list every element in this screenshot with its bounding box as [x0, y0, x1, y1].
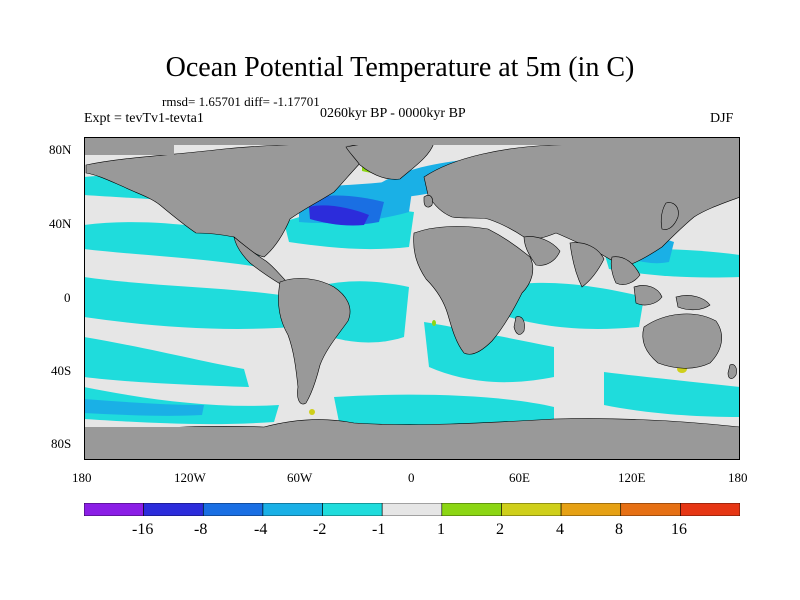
lat-label-40s: 40S	[51, 363, 72, 378]
experiment-label: Expt = tevTv1-tevta1	[84, 111, 204, 126]
colorbar-swatch	[262, 503, 323, 516]
colorbar-label: 8	[615, 521, 623, 538]
polar-blocks	[84, 137, 740, 460]
colorbar-label: -1	[372, 521, 386, 538]
dark-blue-anomaly-areas	[309, 205, 369, 226]
colorbar	[84, 503, 740, 516]
southeast-asia	[610, 256, 641, 285]
colorbar-swatch	[381, 503, 443, 516]
colorbar-swatch	[680, 503, 740, 516]
arabia	[523, 236, 561, 266]
cyan-anomaly-areas	[84, 175, 740, 430]
stats-text: rmsd= 1.65701 diff= -1.17701	[162, 94, 320, 109]
australia	[642, 313, 722, 369]
colorbar-swatch	[84, 503, 144, 516]
north-america	[85, 143, 367, 258]
colorbar-label: 2	[496, 521, 504, 538]
colorbar-label: -2	[313, 521, 327, 538]
british-isles	[423, 195, 433, 208]
japan	[660, 202, 679, 230]
colorbar-swatch	[322, 503, 383, 516]
lon-label-60w: 60W	[287, 470, 313, 485]
lat-label-80s: 80S	[51, 436, 72, 451]
antarctica	[84, 418, 740, 460]
lat-label-0: 0	[64, 290, 71, 305]
colorbar-label: 4	[556, 521, 564, 538]
india	[569, 242, 605, 288]
colorbar-label: -16	[132, 521, 154, 538]
colorbar-label: -4	[254, 521, 268, 538]
season-label: DJF	[710, 111, 734, 126]
period-label: 0260kyr BP - 0000kyr BP	[320, 106, 466, 121]
lon-label-0: 0	[408, 470, 415, 485]
africa	[413, 226, 534, 355]
lon-label-180e: 180	[728, 470, 748, 485]
lon-label-120w: 120W	[174, 470, 206, 485]
world-map	[84, 137, 740, 460]
lat-label-40n: 40N	[49, 216, 72, 231]
lon-label-60e: 60E	[509, 470, 530, 485]
new-zealand	[727, 364, 737, 379]
lon-label-180w: 180	[72, 470, 92, 485]
colorbar-label: 16	[671, 521, 687, 538]
colorbar-swatch	[560, 503, 622, 516]
madagascar	[513, 316, 525, 335]
lat-label-80n: 80N	[49, 142, 72, 157]
colorbar-swatch	[441, 503, 502, 516]
colorbar-label: 1	[437, 521, 445, 538]
colorbar-swatch	[143, 503, 204, 516]
colorbar-swatch	[620, 503, 681, 516]
map-border	[84, 137, 740, 460]
south-america	[278, 278, 351, 405]
borneo	[633, 285, 663, 306]
lon-label-120e: 120E	[618, 470, 646, 485]
colorbar-label: -8	[194, 521, 208, 538]
land-masses	[84, 140, 740, 460]
new-guinea	[675, 295, 711, 311]
colorbar-swatch	[501, 503, 562, 516]
map-title: Ocean Potential Temperature at 5m (in C)	[165, 52, 635, 83]
colorbar-swatch	[202, 503, 264, 516]
